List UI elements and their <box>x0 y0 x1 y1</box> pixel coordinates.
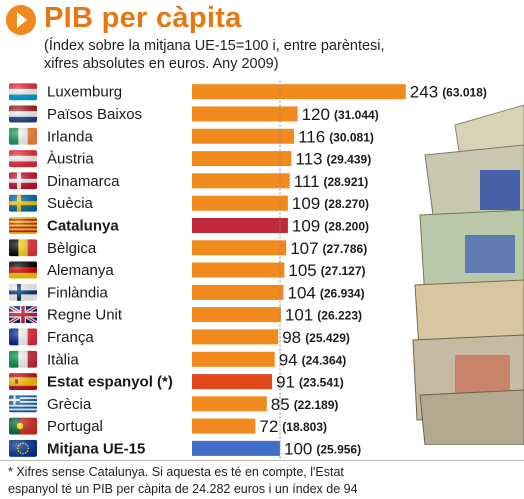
portugal-flag-icon <box>9 417 37 435</box>
category-label: Països Baixos <box>47 106 142 123</box>
belgium-flag-icon <box>9 239 37 257</box>
greece-flag-icon <box>9 395 37 413</box>
bar-chart: Luxemburg Països Baixos Irlanda Àustria Dina… <box>9 80 487 460</box>
eu-flag-icon <box>9 439 37 457</box>
value-label: 109 <box>292 194 320 213</box>
value-label: 113 <box>295 150 322 169</box>
austria-flag-icon <box>9 150 37 168</box>
category-label: Regne Unit <box>47 307 123 324</box>
bar <box>192 307 281 323</box>
absolute-value-label: (63.018) <box>442 86 487 100</box>
value-label: 107 <box>290 239 318 258</box>
absolute-value-label: (29.439) <box>327 153 372 167</box>
chart-subtitle-line1: (Índex sobre la mitjana UE-15=100 i, ent… <box>44 38 385 54</box>
italy-flag-icon <box>9 350 37 368</box>
value-label: 104 <box>288 283 316 302</box>
chart-header: PIB per càpita (Índex sobre la mitjana U… <box>0 0 524 80</box>
bar <box>192 84 406 100</box>
value-label: 120 <box>302 105 330 124</box>
value-label: 94 <box>279 350 298 369</box>
absolute-value-label: (28.200) <box>324 220 369 234</box>
bar <box>192 440 280 456</box>
bar <box>192 240 287 256</box>
absolute-value-label: (27.127) <box>321 264 366 278</box>
value-label: 109 <box>292 217 320 236</box>
category-label: Finlàndia <box>47 284 109 301</box>
footnote-line2: espanyol té un PIB per càpita de 24.282 … <box>8 482 358 496</box>
denmark-flag-icon <box>9 172 37 190</box>
absolute-value-label: (30.081) <box>329 130 374 144</box>
netherlands-flag-icon <box>9 105 37 123</box>
absolute-value-label: (28.921) <box>324 175 369 189</box>
value-label: 105 <box>288 261 316 280</box>
category-label: Estat espanyol (*) <box>47 374 173 391</box>
category-label: Àustria <box>47 151 94 168</box>
chart-subtitle-line2: xifres absolutes en euros. Any 2009) <box>44 56 279 72</box>
finland-flag-icon <box>9 283 37 301</box>
absolute-value-label: (24.364) <box>302 353 347 367</box>
bar <box>192 351 275 367</box>
bar <box>192 396 267 412</box>
category-label: Grècia <box>47 396 92 413</box>
category-label: Bèlgica <box>47 240 97 257</box>
value-label: 91 <box>276 373 295 392</box>
banknotes-image <box>395 95 524 446</box>
absolute-value-label: (18.803) <box>282 420 327 434</box>
category-label: Mitjana UE-15 <box>47 440 145 457</box>
category-label: França <box>47 329 94 346</box>
ireland-flag-icon <box>9 127 37 145</box>
value-label: 72 <box>259 417 278 436</box>
value-label: 111 <box>294 172 320 191</box>
category-label: Itàlia <box>47 351 79 368</box>
value-label: 116 <box>298 127 325 146</box>
absolute-value-label: (31.044) <box>334 108 379 122</box>
spain-flag-icon <box>9 373 37 391</box>
france-flag-icon <box>9 328 37 346</box>
bar <box>192 151 292 167</box>
absolute-value-label: (27.786) <box>323 242 368 256</box>
luxembourg-flag-icon <box>9 83 37 101</box>
bar <box>192 262 285 278</box>
sweden-flag-icon <box>9 194 37 212</box>
absolute-value-label: (25.429) <box>305 331 350 345</box>
bar <box>192 284 284 300</box>
arrow-right-icon <box>6 5 36 35</box>
value-label: 100 <box>284 439 312 458</box>
uk-flag-icon <box>9 306 37 324</box>
category-label: Portugal <box>47 418 103 435</box>
catalonia-flag-icon <box>9 217 37 234</box>
absolute-value-label: (26.223) <box>317 309 362 323</box>
footnote: * Xifres sense Catalunya. Si aquesta es … <box>0 460 524 499</box>
bar <box>192 106 298 122</box>
footnote-line1: * Xifres sense Catalunya. Si aquesta es … <box>8 465 344 479</box>
category-label: Dinamarca <box>47 173 120 190</box>
bar <box>192 195 288 211</box>
bar <box>192 218 288 233</box>
bar <box>192 374 273 390</box>
bar <box>192 329 279 345</box>
value-label: 243 <box>410 83 438 102</box>
bar <box>192 173 290 189</box>
category-label: Suècia <box>47 195 94 212</box>
absolute-value-label: (25.956) <box>316 442 361 456</box>
category-label: Catalunya <box>47 218 119 235</box>
category-label: Luxemburg <box>47 84 122 101</box>
value-label: 101 <box>285 306 313 325</box>
chart-title: PIB per càpita <box>44 2 242 34</box>
germany-flag-icon <box>9 261 37 279</box>
bar <box>192 128 295 144</box>
absolute-value-label: (26.934) <box>320 286 365 300</box>
value-label: 98 <box>282 328 301 347</box>
value-label: 85 <box>271 395 290 414</box>
bar <box>192 418 256 434</box>
absolute-value-label: (28.270) <box>324 197 369 211</box>
absolute-value-label: (22.189) <box>294 398 339 412</box>
absolute-value-label: (23.541) <box>299 376 344 390</box>
category-label: Alemanya <box>47 262 114 279</box>
category-label: Irlanda <box>47 128 94 145</box>
